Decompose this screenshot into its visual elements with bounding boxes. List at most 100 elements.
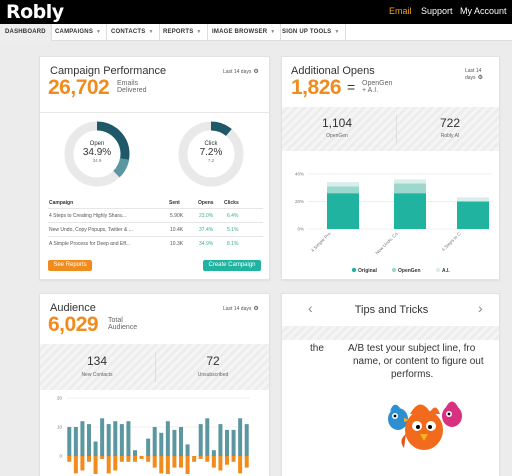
- bar-segment-ai[interactable]: [327, 182, 359, 187]
- new-contacts-bar[interactable]: [126, 421, 131, 456]
- unsubscribed-bar[interactable]: [119, 456, 124, 462]
- bar-segment-opengen[interactable]: [327, 186, 359, 194]
- bar-segment-original[interactable]: [394, 193, 426, 229]
- range-selector[interactable]: Last 14 days ⚙: [223, 68, 259, 75]
- email-link[interactable]: Email: [389, 6, 412, 16]
- unsubscribed-bar[interactable]: [126, 456, 131, 462]
- robly-logo[interactable]: Robly: [6, 1, 64, 23]
- new-contacts-bar[interactable]: [225, 429, 229, 456]
- new-contacts-bar[interactable]: [165, 421, 170, 456]
- unsubscribed-bar[interactable]: [87, 456, 91, 462]
- unsubscribed-bar[interactable]: [185, 456, 190, 474]
- unsubscribed-bar[interactable]: [100, 456, 105, 459]
- new-contacts-bar[interactable]: [244, 424, 249, 456]
- unsubscribed-bar[interactable]: [165, 456, 170, 474]
- chevron-down-icon: ▼: [148, 29, 154, 35]
- new-contacts-bar[interactable]: [218, 424, 223, 456]
- new-contacts-bar[interactable]: [87, 424, 91, 456]
- new-contacts-bar[interactable]: [152, 427, 157, 456]
- chevron-down-icon: ▼: [334, 29, 340, 35]
- new-contacts-bar[interactable]: [67, 427, 72, 456]
- unsubscribed-bar[interactable]: [211, 456, 216, 468]
- prev-tip-arrow[interactable]: ‹: [308, 300, 313, 316]
- bar-segment-original[interactable]: [327, 193, 359, 229]
- gear-icon[interactable]: ⚙: [477, 75, 483, 81]
- delivered-label-line2: Delivered: [117, 87, 147, 94]
- new-contacts-bar[interactable]: [238, 418, 243, 456]
- new-contacts-bar[interactable]: [172, 429, 177, 456]
- pink-bird-crest: [446, 401, 458, 407]
- next-tip-arrow[interactable]: ›: [478, 300, 483, 316]
- row-campaign-link[interactable]: 4 Steps to Creating Highly Shara...: [49, 213, 126, 219]
- unsubscribed-bar[interactable]: [159, 456, 164, 474]
- unsubscribed-bar[interactable]: [198, 456, 203, 459]
- row-campaign-link[interactable]: A Simple Process for Deep and Eff...: [49, 241, 131, 247]
- unsubscribed-bar[interactable]: [73, 456, 78, 474]
- new-contacts-bar[interactable]: [93, 441, 98, 457]
- new-contacts-bar[interactable]: [179, 427, 183, 456]
- unsubscribed-label: Unsubscribed: [197, 372, 229, 378]
- gear-icon[interactable]: ⚙: [253, 306, 259, 312]
- card-title: Audience: [50, 302, 96, 314]
- support-link[interactable]: Support: [421, 6, 453, 16]
- col-opens: Opens: [198, 200, 214, 206]
- unsubscribed-bar[interactable]: [218, 456, 223, 471]
- nav-reports[interactable]: REPORTS ▼: [158, 24, 208, 41]
- nav-sign-up-tools[interactable]: SIGN UP TOOLS ▼: [277, 24, 346, 41]
- unsubscribed-bar[interactable]: [93, 456, 98, 474]
- unsubscribed-bar[interactable]: [67, 456, 72, 462]
- new-contacts-bar[interactable]: [211, 450, 216, 456]
- see-reports-button[interactable]: See Reports: [48, 260, 92, 271]
- new-contacts-bar[interactable]: [106, 424, 111, 456]
- new-contacts-bar[interactable]: [205, 418, 210, 456]
- blue-bird-pupil: [393, 414, 397, 418]
- new-contacts-bar[interactable]: [133, 450, 137, 456]
- new-contacts-bar[interactable]: [231, 429, 236, 456]
- unsubscribed-bar[interactable]: [192, 456, 197, 462]
- new-contacts-bar[interactable]: [113, 421, 118, 456]
- open-percent: 34.9%: [82, 147, 112, 158]
- unsubscribed-bar[interactable]: [152, 456, 157, 468]
- bar-segment-ai[interactable]: [457, 197, 489, 202]
- bar-segment-ai[interactable]: [394, 179, 426, 184]
- bar-segment-opengen[interactable]: [394, 183, 426, 194]
- gear-icon[interactable]: ⚙: [253, 69, 259, 75]
- unsubscribed-bar[interactable]: [244, 456, 249, 468]
- nav-contacts[interactable]: CONTACTS ▼: [106, 24, 160, 41]
- new-contacts-bar[interactable]: [159, 432, 164, 456]
- new-contacts-bar[interactable]: [73, 427, 78, 456]
- nav-contacts-label: CONTACTS: [111, 29, 146, 35]
- new-contacts-bar[interactable]: [119, 424, 124, 456]
- my-account-link[interactable]: My Account: [460, 6, 507, 16]
- nav-image-browser[interactable]: IMAGE BROWSER ▼: [207, 24, 282, 41]
- unsubscribed-bar[interactable]: [106, 456, 111, 474]
- unsubscribed-bar[interactable]: [80, 456, 85, 471]
- row-campaign-link[interactable]: New Undo, Copy Popups, Twitter & ...: [49, 227, 133, 233]
- new-contacts-bar[interactable]: [146, 438, 151, 456]
- unsubscribed-bar[interactable]: [179, 456, 183, 468]
- unsubscribed-bar[interactable]: [113, 456, 118, 471]
- emails-delivered-count: 26,702: [48, 76, 110, 99]
- range-selector[interactable]: Last 14 days ⚙: [465, 68, 499, 81]
- card-title: Additional Opens: [291, 65, 375, 77]
- new-contacts-bar[interactable]: [80, 421, 85, 456]
- create-campaign-button[interactable]: Create Campaign: [203, 260, 261, 271]
- ai-label: Robly AI: [440, 133, 460, 139]
- new-contacts-bar[interactable]: [198, 424, 203, 456]
- unsubscribed-bar[interactable]: [172, 456, 177, 468]
- nav-campaigns[interactable]: CAMPAIGNS ▼: [50, 24, 108, 41]
- unsubscribed-bar[interactable]: [205, 456, 210, 462]
- open-rate-donut: [64, 121, 130, 187]
- new-contacts-bar[interactable]: [185, 444, 190, 456]
- range-selector[interactable]: Last 14 days ⚙: [223, 305, 259, 312]
- unsubscribed-bar[interactable]: [225, 456, 229, 465]
- unsubscribed-bar[interactable]: [238, 456, 243, 474]
- unsubscribed-bar[interactable]: [146, 456, 151, 462]
- unsubscribed-bar[interactable]: [231, 456, 236, 462]
- nav-dashboard[interactable]: DASHBOARD: [0, 24, 52, 41]
- click-sub: 7.2: [207, 158, 215, 163]
- new-contacts-bar[interactable]: [100, 418, 105, 456]
- bar-segment-original[interactable]: [457, 201, 489, 229]
- unsubscribed-bar[interactable]: [139, 456, 144, 459]
- unsubscribed-bar[interactable]: [133, 456, 137, 462]
